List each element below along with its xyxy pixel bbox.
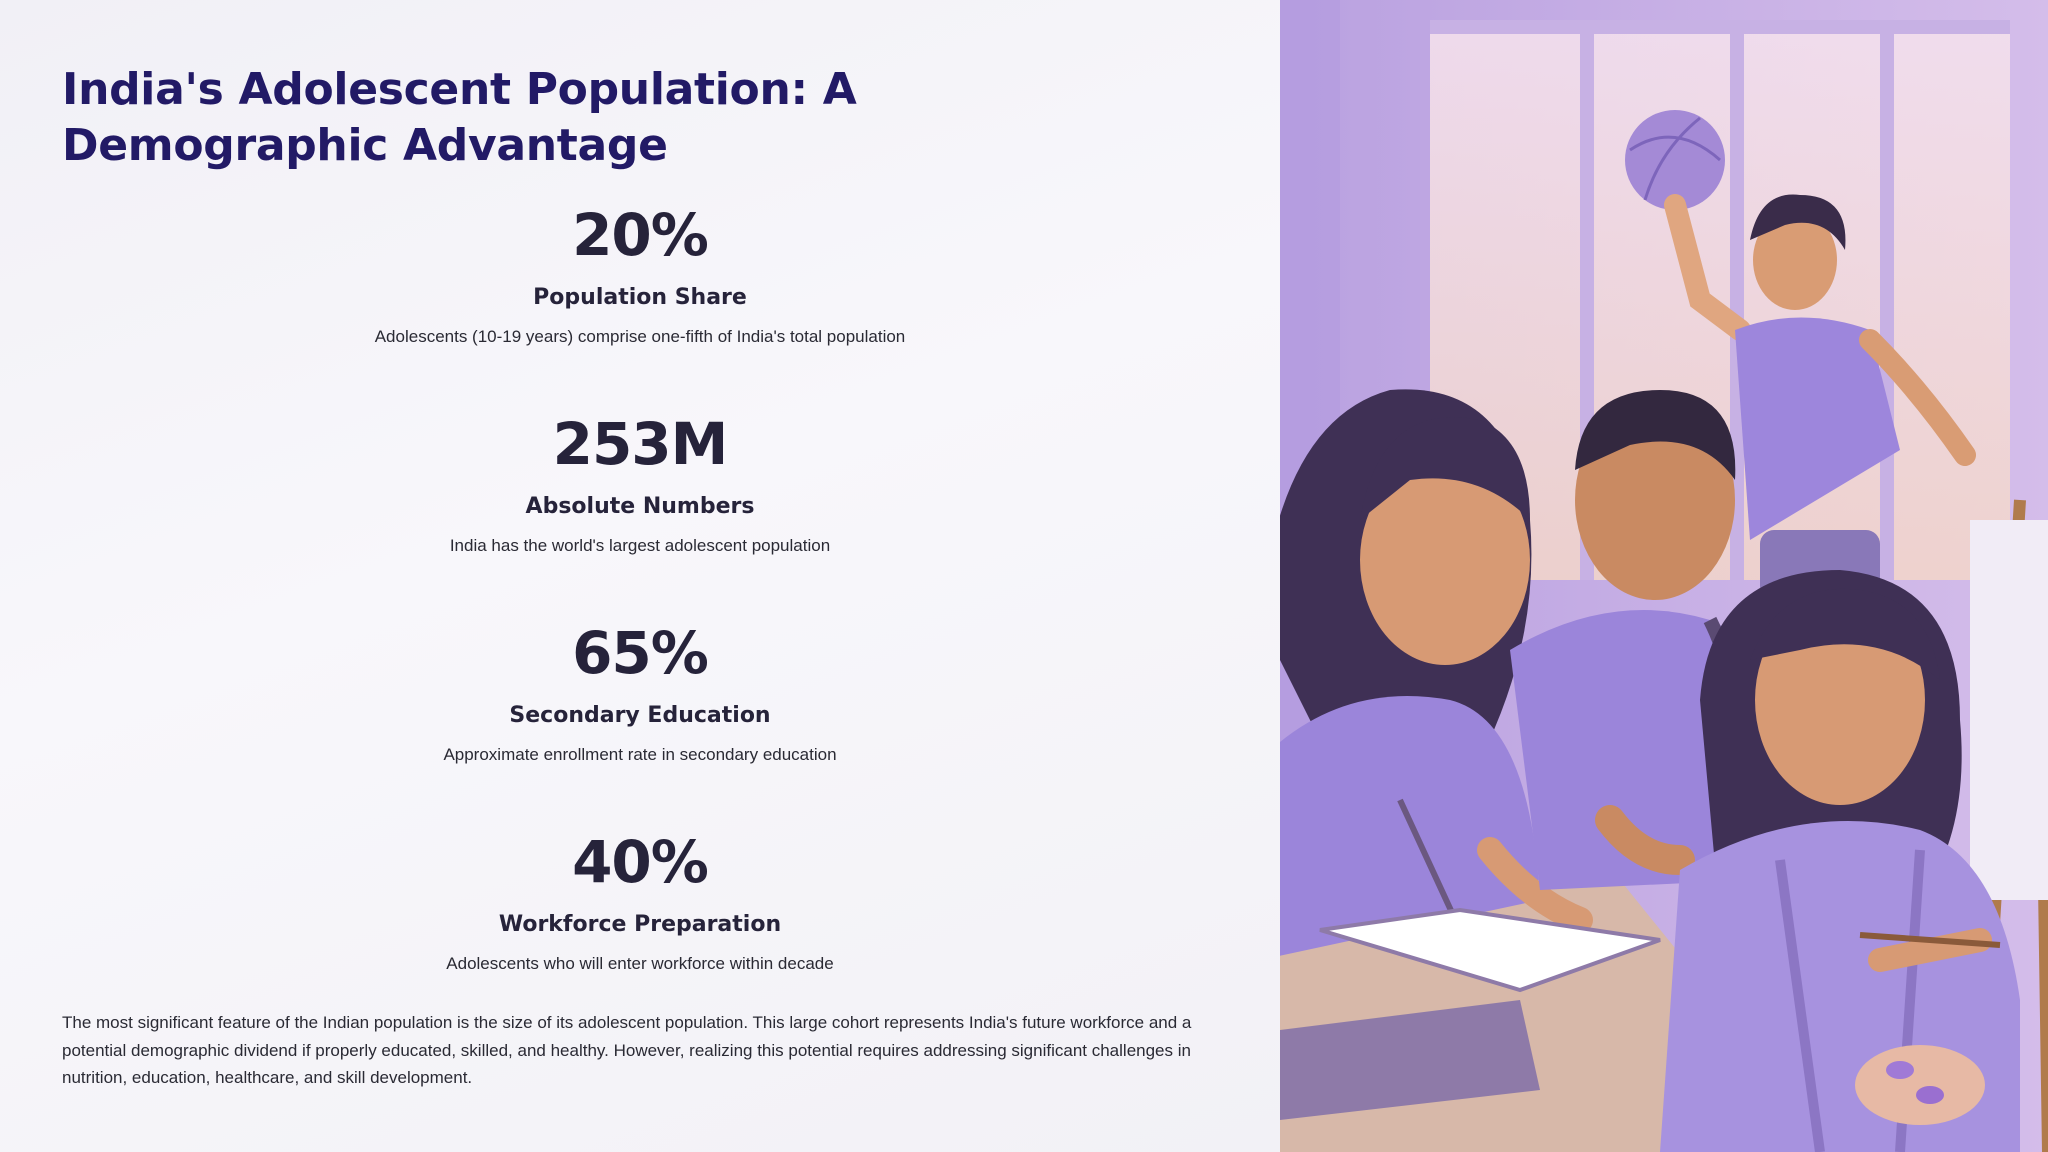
stat-value: 20% <box>572 201 709 269</box>
stat-absolute-numbers: 253M Absolute Numbers India has the worl… <box>0 409 1280 557</box>
stat-value: 253M <box>552 410 729 478</box>
stat-description: India has the world's largest adolescent… <box>449 536 831 555</box>
stat-value: 65% <box>572 619 709 687</box>
summary-paragraph: The most significant feature of the Indi… <box>62 1013 1192 1087</box>
stat-label: Absolute Numbers <box>525 494 755 519</box>
stat-secondary-education: 65% Secondary Education Approximate enro… <box>0 618 1280 766</box>
stat-label: Workforce Preparation <box>498 912 782 937</box>
students-illustration <box>1280 0 2048 1152</box>
stat-description: Approximate enrollment rate in secondary… <box>443 745 837 764</box>
stat-workforce-preparation: 40% Workforce Preparation Adolescents wh… <box>0 827 1280 975</box>
stat-label: Population Share <box>533 285 747 310</box>
stat-population-share: 20% Population Share Adolescents (10-19 … <box>0 200 1280 348</box>
content-panel: India's Adolescent Population: A Demogra… <box>0 0 1280 1152</box>
students-illustration-icon <box>1280 0 2048 1152</box>
stat-description: Adolescents who will enter workforce wit… <box>446 954 834 973</box>
stat-description: Adolescents (10-19 years) comprise one-f… <box>374 327 906 346</box>
slide-title: India's Adolescent Population: A Demogra… <box>62 64 857 171</box>
stat-label: Secondary Education <box>509 703 771 728</box>
stat-value: 40% <box>572 828 709 896</box>
